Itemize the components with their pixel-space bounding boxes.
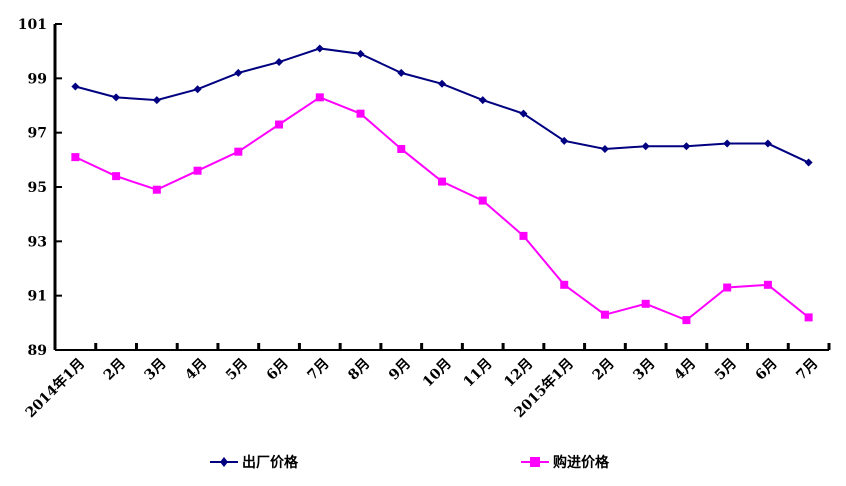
data-point <box>234 68 243 77</box>
legend-label: 购进价格 <box>553 454 610 471</box>
data-point <box>438 177 446 186</box>
x-tick-label: 3月 <box>142 356 170 384</box>
data-point <box>234 147 243 156</box>
x-tick-label: 6月 <box>264 356 292 384</box>
data-point <box>112 93 121 102</box>
data-point <box>112 172 121 181</box>
x-tick-label: 6月 <box>753 356 781 384</box>
series-factory-price <box>71 44 813 167</box>
axes: 89 91 93 95 97 99 101 2014年1月 2月 3月 4月 5月 6月 7月 8月 9月 10… <box>18 17 831 421</box>
x-tick-label: 11月 <box>461 356 496 391</box>
x-tick-label: 10月 <box>420 356 455 391</box>
data-point <box>71 153 80 162</box>
x-tick-label: 2月 <box>101 356 129 384</box>
data-point <box>193 85 202 94</box>
x-tick-label: 5月 <box>223 356 251 384</box>
data-point <box>804 313 813 322</box>
data-point <box>275 58 284 67</box>
x-tick-label: 4月 <box>182 356 210 384</box>
data-point <box>682 142 691 151</box>
x-tick-label: 4月 <box>671 356 699 384</box>
diamond-marker-icon <box>220 457 228 467</box>
data-point <box>438 79 446 88</box>
series-line <box>74 96 810 322</box>
x-tick-label: 7月 <box>305 356 333 384</box>
x-tick-label: 9月 <box>386 356 414 384</box>
y-tick-label: 89 <box>28 343 47 359</box>
data-point <box>356 49 365 58</box>
data-point <box>356 109 365 118</box>
data-point <box>641 142 650 151</box>
x-tick-label: 12月 <box>501 356 536 391</box>
x-tick-label: 2014年1月 <box>22 355 88 421</box>
y-tick-label: 93 <box>28 234 47 250</box>
data-point <box>193 166 202 175</box>
x-tick-label: 8月 <box>345 356 373 384</box>
data-point <box>560 136 569 145</box>
legend: 出厂价格 购进价格 <box>210 454 610 471</box>
x-tick-label: 5月 <box>712 356 740 384</box>
data-point <box>275 120 284 129</box>
data-point <box>519 231 528 240</box>
y-tick-label: 97 <box>28 126 47 142</box>
data-point <box>682 316 691 325</box>
legend-label: 出厂价格 <box>242 454 299 471</box>
data-point <box>560 280 569 289</box>
y-tick-label: 91 <box>28 289 47 305</box>
data-point <box>763 280 772 289</box>
data-point <box>315 44 324 53</box>
data-point <box>315 93 324 102</box>
data-point <box>804 158 813 167</box>
x-tick-label: 3月 <box>630 356 658 384</box>
data-point <box>71 82 80 91</box>
data-point <box>478 96 487 105</box>
data-point <box>152 185 161 194</box>
data-point <box>723 139 732 148</box>
data-point <box>641 299 650 308</box>
x-tick-label: 2月 <box>590 356 618 384</box>
y-tick-label: 99 <box>28 71 47 87</box>
y-tick-label: 95 <box>28 180 47 196</box>
x-tick-label: 7月 <box>793 356 821 384</box>
series-layer <box>71 44 813 325</box>
data-point <box>723 283 732 292</box>
series-purchase-price <box>71 93 813 325</box>
legend-item-factory-price: 出厂价格 <box>210 454 299 471</box>
data-point <box>763 139 772 148</box>
data-point <box>600 310 609 319</box>
data-point <box>152 96 161 105</box>
data-point <box>478 196 487 205</box>
legend-item-purchase-price: 购进价格 <box>521 454 610 471</box>
data-point <box>397 68 406 77</box>
square-marker-icon <box>530 457 540 467</box>
data-point <box>397 144 406 153</box>
data-point <box>600 144 609 153</box>
data-point <box>519 109 528 118</box>
series-line <box>75 47 810 164</box>
y-tick-label: 101 <box>18 17 47 33</box>
